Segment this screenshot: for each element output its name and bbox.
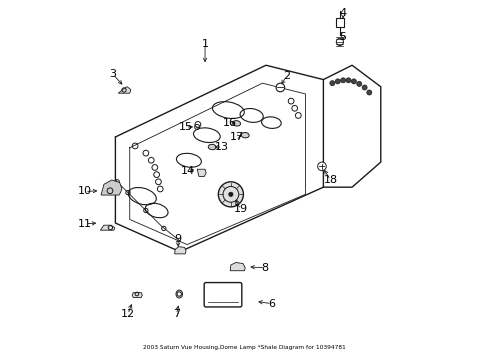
Polygon shape [100,225,115,230]
Text: 16: 16 [223,118,237,128]
Ellipse shape [176,290,182,298]
Circle shape [317,162,325,171]
FancyBboxPatch shape [335,18,344,27]
Circle shape [276,83,284,92]
Circle shape [346,78,350,83]
Circle shape [356,81,361,86]
Text: 7: 7 [172,310,180,319]
Text: 18: 18 [323,175,337,185]
Circle shape [335,79,340,84]
Text: 9: 9 [174,234,182,244]
Circle shape [351,79,356,84]
Polygon shape [197,169,206,176]
Polygon shape [101,180,122,195]
Polygon shape [174,247,185,254]
Circle shape [362,85,366,90]
Ellipse shape [208,144,216,150]
Ellipse shape [232,121,240,126]
Text: 17: 17 [229,132,243,142]
Text: 5: 5 [339,32,346,41]
Polygon shape [118,87,131,93]
Text: 3: 3 [109,69,116,79]
Polygon shape [132,293,142,298]
Text: 13: 13 [215,142,229,152]
Text: 15: 15 [178,122,192,132]
Circle shape [340,78,345,83]
Text: 2003 Saturn Vue Housing,Dome Lamp *Shale Diagram for 10394781: 2003 Saturn Vue Housing,Dome Lamp *Shale… [143,345,345,350]
Polygon shape [230,262,244,271]
Text: 8: 8 [261,263,268,273]
Text: 14: 14 [181,166,195,176]
Circle shape [228,192,233,197]
Text: 1: 1 [201,39,208,49]
Ellipse shape [241,132,249,138]
Circle shape [366,90,371,95]
Text: 19: 19 [233,204,247,215]
Circle shape [177,292,181,296]
Text: 10: 10 [78,186,92,197]
Circle shape [329,81,334,86]
Text: 6: 6 [268,299,275,309]
Circle shape [218,182,243,207]
Text: 11: 11 [78,219,92,229]
FancyBboxPatch shape [203,283,241,307]
Text: 2: 2 [283,71,290,81]
Text: 4: 4 [339,8,346,18]
Text: 12: 12 [121,310,135,319]
